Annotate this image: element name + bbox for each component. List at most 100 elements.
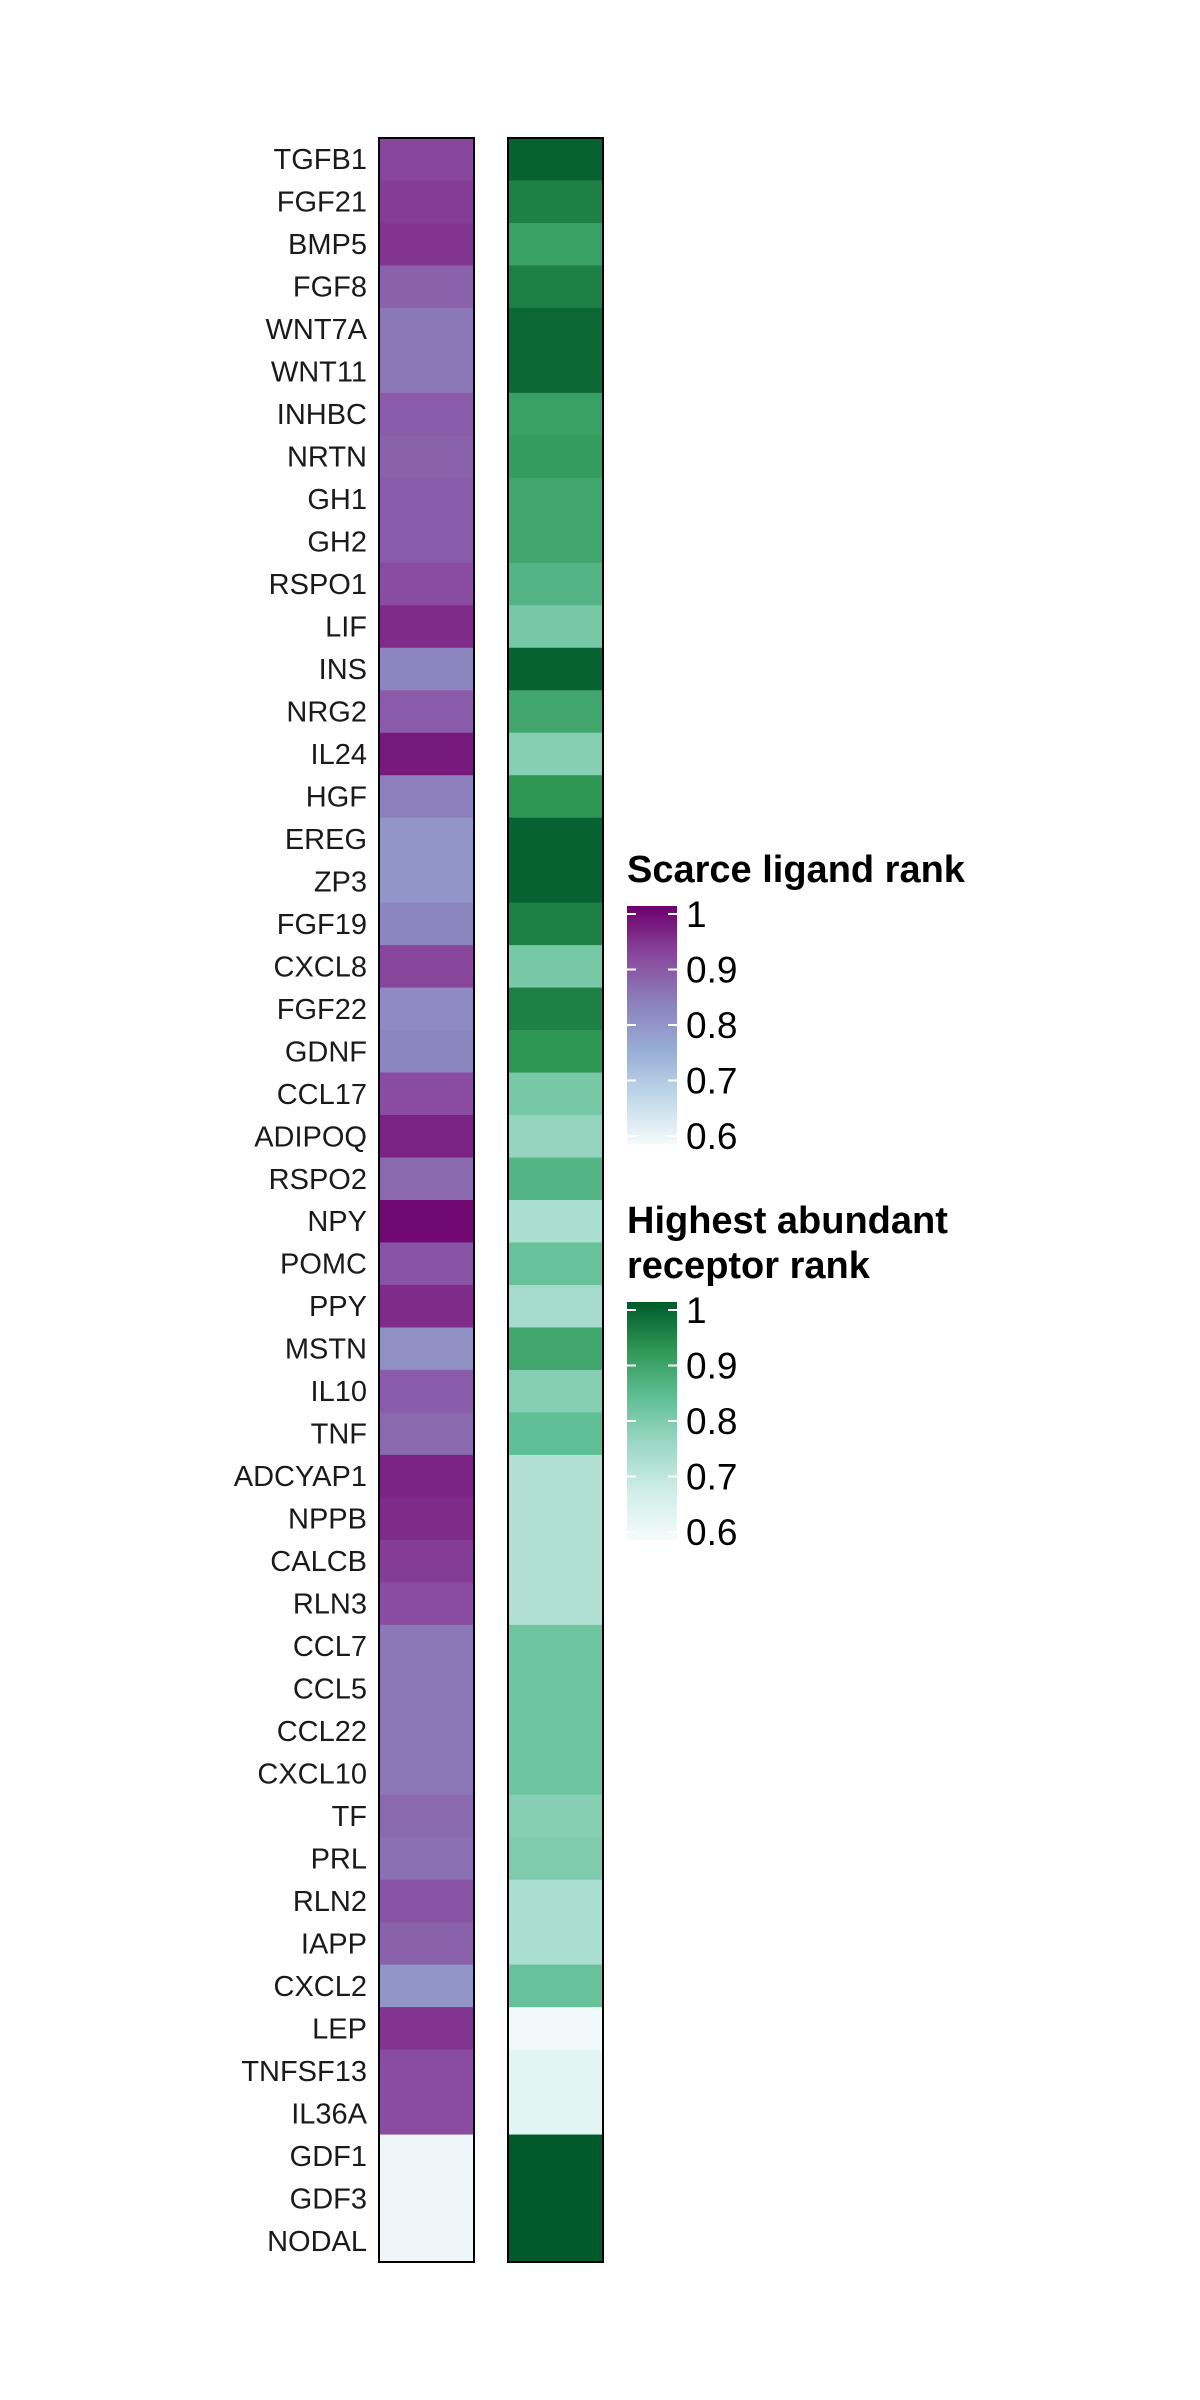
row-label-nrtn: NRTN: [287, 442, 367, 474]
receptor-cell-nodal: [508, 2219, 603, 2263]
row-label-tf: TF: [332, 1801, 367, 1833]
row-label-npy: NPY: [307, 1206, 367, 1238]
receptor-cell-lep: [508, 2007, 603, 2051]
receptor-cell-bmp5: [508, 222, 603, 267]
receptor-cell-ereg: [508, 817, 603, 861]
row-label-wnt7a: WNT7A: [266, 314, 368, 346]
ligand-cell-fgf19: [379, 902, 474, 946]
row-label-hgf: HGF: [306, 781, 367, 813]
ligand-cell-iapp: [379, 1922, 474, 1966]
row-label-lep: LEP: [312, 2013, 367, 2045]
receptor-cell-ins: [508, 647, 603, 691]
receptor-cell-rln3: [508, 1582, 603, 1626]
ligand-cell-cxcl2: [379, 1964, 474, 2008]
receptor-legend-title: receptor rank: [627, 1245, 871, 1287]
receptor-cell-rln2: [508, 1879, 603, 1923]
receptor-cell-iapp: [508, 1922, 603, 1966]
ligand-cell-fgf8: [379, 265, 474, 309]
row-label-rln2: RLN2: [293, 1886, 367, 1918]
ligand-cell-gh2: [379, 520, 474, 564]
ligand-cell-il36a: [379, 2092, 474, 2136]
ligand-cell-rln2: [379, 1879, 474, 1923]
receptor-cell-cxcl2: [508, 1964, 603, 2008]
ligand-cell-adipoq: [379, 1115, 474, 1159]
receptor-cell-ccl5: [508, 1667, 603, 1711]
receptor-cell-pomc: [508, 1242, 603, 1286]
ligand-cell-gh1: [379, 477, 474, 521]
row-label-cxcl2: CXCL2: [274, 1971, 368, 2003]
ligand-cell-nrg2: [379, 690, 474, 734]
receptor-legend-tick-label: 0.8: [686, 1401, 737, 1442]
row-label-nrg2: NRG2: [286, 696, 367, 728]
receptor-cell-il36a: [508, 2092, 603, 2136]
ligand-cell-ins: [379, 647, 474, 691]
ligand-cell-hgf: [379, 775, 474, 819]
ligand-cell-gdf1: [379, 2134, 474, 2178]
row-label-ccl7: CCL7: [293, 1631, 367, 1663]
receptor-cell-rspo2: [508, 1157, 603, 1201]
ligand-cell-wnt11: [379, 350, 474, 394]
row-label-il10: IL10: [311, 1376, 367, 1408]
row-label-prl: PRL: [311, 1843, 367, 1875]
receptor-cell-tnf: [508, 1412, 603, 1456]
row-label-rln3: RLN3: [293, 1589, 367, 1621]
ligand-cell-zp3: [379, 860, 474, 904]
row-label-ccl5: CCL5: [293, 1674, 367, 1706]
row-label-gdf3: GDF3: [290, 2183, 367, 2215]
receptor-cell-il24: [508, 732, 603, 776]
ligand-cell-ereg: [379, 817, 474, 861]
receptor-cell-ccl22: [508, 1709, 603, 1753]
receptor-cell-tgfb1: [508, 138, 603, 182]
ligand-cell-ccl7: [379, 1624, 474, 1668]
receptor-cell-fgf19: [508, 902, 603, 946]
row-label-gh2: GH2: [307, 527, 367, 559]
ligand-cell-adcyap1: [379, 1454, 474, 1498]
receptor-legend-title: Highest abundant: [627, 1200, 948, 1242]
ligand-cell-wnt7a: [379, 307, 474, 351]
ligand-cell-inhbc: [379, 392, 474, 436]
scarce-ligand-column: [378, 137, 475, 2263]
row-label-rspo1: RSPO1: [269, 569, 367, 601]
receptor-rank-column: [507, 137, 604, 2263]
row-label-gh1: GH1: [307, 484, 367, 516]
ligand-cell-tgfb1: [379, 138, 474, 182]
receptor-cell-cxcl8: [508, 945, 603, 989]
ligand-cell-cxcl8: [379, 945, 474, 989]
row-label-tnf: TNF: [311, 1419, 367, 1451]
row-label-tnfsf13: TNFSF13: [241, 2056, 367, 2088]
row-label-inhbc: INHBC: [277, 399, 367, 431]
row-label-cxcl10: CXCL10: [257, 1758, 367, 1790]
receptor-cell-zp3: [508, 860, 603, 904]
row-label-iapp: IAPP: [301, 1928, 367, 1960]
receptor-cell-npy: [508, 1200, 603, 1244]
row-label-gdnf: GDNF: [285, 1036, 367, 1068]
receptor-cell-nrg2: [508, 690, 603, 734]
ligand-cell-rspo2: [379, 1157, 474, 1201]
row-label-ccl22: CCL22: [277, 1716, 367, 1748]
ligand-cell-pomc: [379, 1242, 474, 1286]
ligand-cell-ppy: [379, 1284, 474, 1329]
row-label-fgf22: FGF22: [277, 994, 367, 1026]
row-label-rspo2: RSPO2: [269, 1164, 367, 1196]
receptor-cell-mstn: [508, 1327, 603, 1371]
receptor-cell-rspo1: [508, 562, 603, 606]
ligand-legend-tick-label: 0.6: [686, 1116, 737, 1157]
ligand-cell-ccl22: [379, 1709, 474, 1753]
row-label-adipoq: ADIPOQ: [254, 1121, 367, 1153]
receptor-cell-ccl17: [508, 1072, 603, 1116]
ligand-legend-tick-label: 0.9: [686, 950, 737, 991]
row-label-tgfb1: TGFB1: [274, 144, 367, 176]
receptor-cell-adcyap1: [508, 1454, 603, 1498]
receptor-cell-wnt11: [508, 350, 603, 394]
receptor-cell-gh1: [508, 477, 603, 521]
receptor-cell-wnt7a: [508, 307, 603, 351]
ligand-cell-rspo1: [379, 562, 474, 606]
ligand-legend-tick-label: 1: [686, 894, 707, 935]
receptor-legend-tick-label: 0.6: [686, 1512, 737, 1553]
receptor-cell-ccl7: [508, 1624, 603, 1668]
row-label-mstn: MSTN: [285, 1334, 367, 1366]
ligand-cell-calcb: [379, 1539, 474, 1583]
row-label-gdf1: GDF1: [290, 2141, 367, 2173]
ligand-cell-prl: [379, 1837, 474, 1881]
